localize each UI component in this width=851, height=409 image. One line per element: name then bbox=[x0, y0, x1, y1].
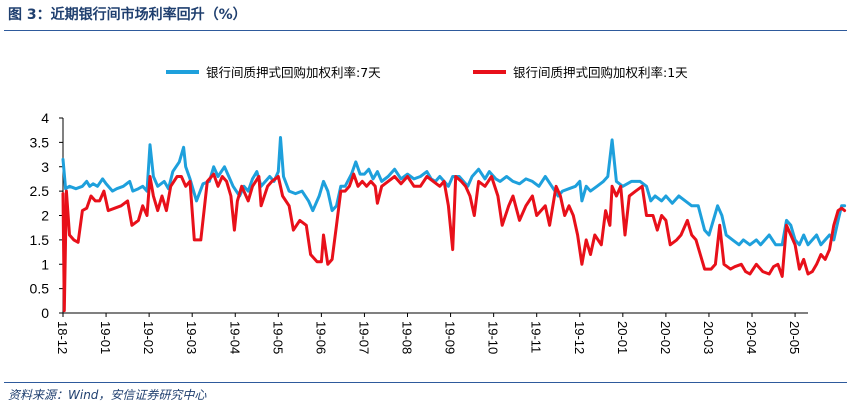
y-tick-label: 1 bbox=[41, 256, 49, 272]
x-tick-label: 19-08 bbox=[400, 321, 415, 354]
y-tick-label: 3.5 bbox=[30, 134, 50, 150]
x-tick-label: 19-06 bbox=[313, 321, 328, 354]
series-layer bbox=[61, 136, 847, 313]
x-axis: 18-12 19-01 19-02 19-03 19-04 19-05 19-06 19-07… bbox=[55, 312, 808, 354]
x-tick-label: 20-01 bbox=[615, 321, 630, 354]
x-tick-label: 19-07 bbox=[356, 321, 371, 354]
source-note: 资料来源：Wind，安信证券研究中心 bbox=[8, 388, 207, 402]
y-tick-label: 3 bbox=[41, 159, 49, 175]
line-chart: 银行间质押式回购加权利率:7天 银行间质押式回购加权利率:1天 0 0.5 1 1.5… bbox=[30, 65, 847, 354]
x-tick-label: 19-12 bbox=[572, 321, 587, 354]
y-axis: 0 0.5 1 1.5 2 2.5 3 3.5 4 bbox=[30, 110, 64, 321]
legend-label-7d: 银行间质押式回购加权利率:7天 bbox=[206, 65, 381, 80]
x-tick-label: 19-01 bbox=[98, 321, 113, 354]
x-tick-label: 20-05 bbox=[787, 321, 802, 354]
x-tick-label: 19-11 bbox=[529, 321, 544, 353]
y-tick-label: 2 bbox=[41, 208, 49, 224]
legend-label-1d: 银行间质押式回购加权利率:1天 bbox=[513, 65, 688, 80]
y-tick-label: 2.5 bbox=[30, 183, 50, 199]
y-tick-label: 0.5 bbox=[30, 281, 50, 297]
x-tick-label: 18-12 bbox=[55, 321, 70, 354]
x-tick-label: 19-02 bbox=[141, 321, 156, 354]
x-tick-label: 20-03 bbox=[701, 321, 716, 354]
series-line-1d bbox=[61, 172, 847, 313]
y-tick-label: 1.5 bbox=[30, 232, 50, 248]
figure-title: 图 3：近期银行间市场利率回升（%） bbox=[8, 7, 247, 23]
x-tick-label: 19-05 bbox=[270, 321, 285, 354]
source-rule bbox=[4, 382, 847, 383]
y-tick-label: 4 bbox=[41, 110, 49, 126]
x-tick-label: 20-04 bbox=[744, 321, 759, 354]
y-tick-label: 0 bbox=[41, 305, 49, 321]
legend: 银行间质押式回购加权利率:7天 银行间质押式回购加权利率:1天 bbox=[166, 65, 688, 80]
x-tick-label: 19-04 bbox=[227, 321, 242, 354]
title-rule bbox=[4, 30, 847, 31]
x-tick-label: 19-09 bbox=[443, 321, 458, 354]
x-tick-label: 19-10 bbox=[486, 321, 501, 354]
series-line-7d bbox=[61, 136, 847, 247]
x-tick-label: 19-03 bbox=[184, 321, 199, 354]
x-tick-label: 20-02 bbox=[658, 321, 673, 354]
